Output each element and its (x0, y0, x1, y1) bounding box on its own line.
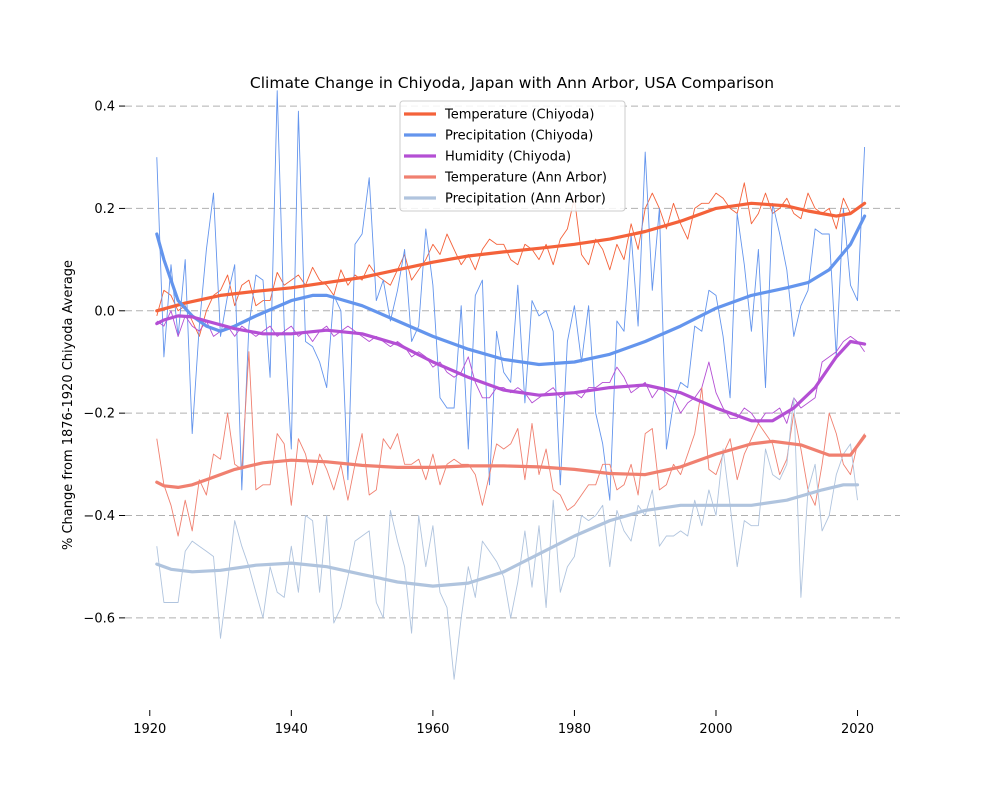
legend: Temperature (Chiyoda) Precipitation (Chiy… (399, 100, 626, 212)
x-tick-label: 1960 (416, 722, 449, 737)
x-tick-label: 2000 (699, 722, 732, 737)
legend-frame (399, 100, 626, 212)
series-line-raw-humidity-chiyoda (156, 310, 865, 424)
smoothed-series-lines (155, 201, 867, 588)
series-line-smooth-precipitation-chiyoda (155, 214, 867, 367)
x-tick-label: 1980 (558, 722, 591, 737)
y-axis-label: % Change from 1876-1920 Chiyoda Average (61, 260, 76, 550)
y-tick-label: 0.0 (94, 304, 115, 319)
y-tick-label: 0.4 (94, 100, 115, 115)
legend-label-humidity-chiyoda: Humidity (Chiyoda) (445, 150, 571, 165)
legend-label-temperature-chiyoda: Temperature (Chiyoda) (444, 108, 594, 123)
x-tick-label: 1940 (275, 722, 308, 737)
legend-label-temperature-ann-arbor: Temperature (Ann Arbor) (444, 171, 607, 186)
x-tick-label: 2020 (841, 722, 874, 737)
series-line-smooth-temperature-chiyoda (155, 201, 867, 313)
series-line-smooth-precipitation-ann-arbor (155, 483, 860, 588)
chart-title: Climate Change in Chiyoda, Japan with An… (250, 74, 774, 92)
series-line-raw-temperature-chiyoda (156, 182, 865, 337)
series-line-smooth-humidity-chiyoda (155, 314, 867, 423)
x-axis-ticks: 1920 1940 1960 1980 2000 2020 (133, 710, 874, 737)
y-tick-label: −0.4 (83, 509, 115, 524)
series-line-raw-precipitation-ann-arbor (156, 397, 858, 680)
y-tick-label: −0.2 (83, 407, 115, 422)
y-tick-label: 0.2 (94, 202, 115, 217)
legend-label-precipitation-chiyoda: Precipitation (Chiyoda) (445, 129, 593, 144)
y-axis-ticks: −0.6 −0.4 −0.2 0.0 0.2 0.4 (83, 100, 125, 626)
x-tick-label: 1920 (133, 722, 166, 737)
y-tick-label: −0.6 (83, 611, 115, 626)
series-line-smooth-temperature-ann-arbor (155, 434, 867, 489)
series-line-raw-temperature-ann-arbor (156, 351, 865, 537)
legend-label-precipitation-ann-arbor: Precipitation (Ann Arbor) (445, 192, 606, 207)
series-line-raw-precipitation-chiyoda (156, 90, 866, 501)
